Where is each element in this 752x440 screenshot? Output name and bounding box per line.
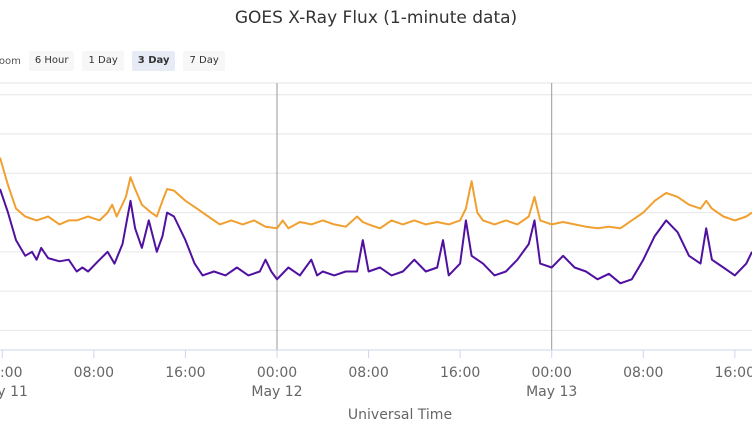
zoom-bar: Zoom 6 Hour 1 Day 3 Day 7 Day xyxy=(0,50,233,72)
x-tick-label: 16:00 xyxy=(165,365,205,381)
x-tick-label: 16:00 xyxy=(440,365,480,381)
x-tick-label: 08:00 xyxy=(348,365,388,381)
x-tick-label: 00:00 xyxy=(257,365,297,381)
x-tick-label: 00:00 xyxy=(0,365,22,381)
x-date-label: May 12 xyxy=(251,384,302,400)
x-tick-label: 16:00 xyxy=(715,365,752,381)
x-tick-label: 08:00 xyxy=(74,365,114,381)
series-line-long-wave xyxy=(0,157,752,230)
chart-title: GOES X-Ray Flux (1-minute data) xyxy=(234,8,518,28)
zoom-6-hour-button[interactable]: 6 Hour xyxy=(28,51,75,71)
x-axis-title: Universal Time xyxy=(347,407,453,423)
x-date-label: May 11 xyxy=(0,384,28,400)
x-tick-label: 00:00 xyxy=(532,365,572,381)
series-line-short-wave xyxy=(0,188,752,285)
zoom-1-day-button[interactable]: 1 Day xyxy=(82,51,124,71)
x-tick-label: 08:00 xyxy=(623,365,663,381)
zoom-7-day-button[interactable]: 7 Day xyxy=(183,51,225,71)
x-date-label: May 13 xyxy=(526,384,577,400)
zoom-3-day-button[interactable]: 3 Day xyxy=(131,51,176,71)
zoom-label: Zoom xyxy=(0,55,21,67)
